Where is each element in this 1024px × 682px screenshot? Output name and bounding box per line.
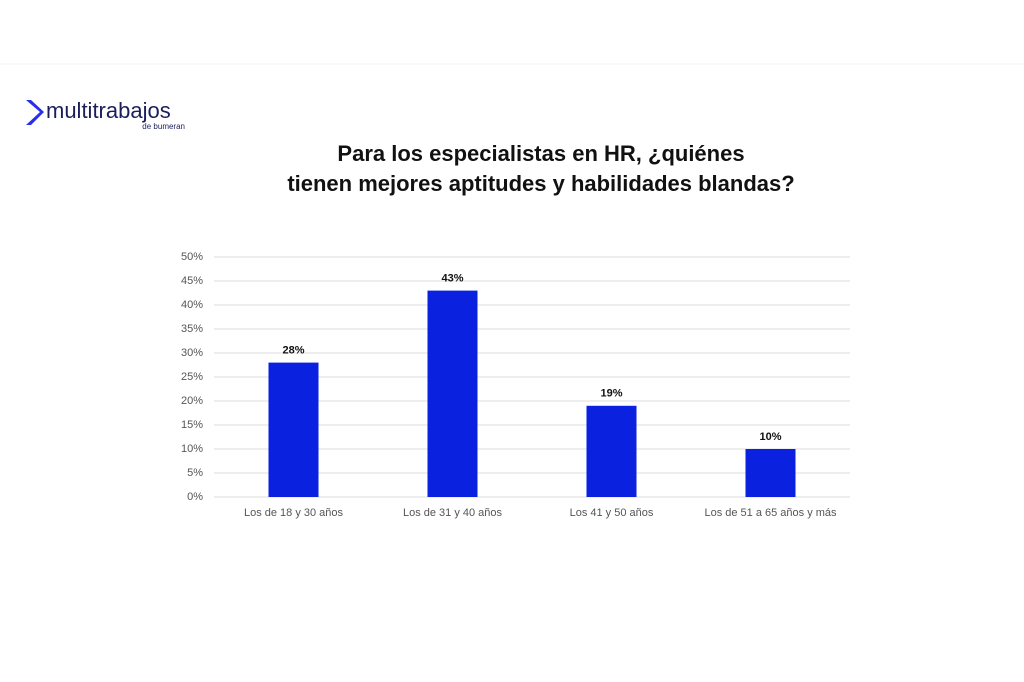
bar bbox=[268, 362, 319, 497]
value-label: 43% bbox=[441, 273, 463, 285]
logo: multitrabajos de bumeran bbox=[26, 98, 185, 131]
y-tick-label: 30% bbox=[181, 347, 203, 359]
y-tick-label: 15% bbox=[181, 419, 203, 431]
y-tick-label: 20% bbox=[181, 395, 203, 407]
value-label: 19% bbox=[600, 388, 622, 400]
value-label: 10% bbox=[759, 431, 781, 443]
bar bbox=[745, 449, 796, 497]
y-tick-label: 50% bbox=[181, 251, 203, 263]
y-tick-label: 10% bbox=[181, 443, 203, 455]
y-tick-label: 5% bbox=[187, 467, 203, 479]
bar bbox=[427, 290, 478, 497]
y-tick-label: 45% bbox=[181, 275, 203, 287]
logo-name: multitrabajos bbox=[46, 98, 171, 123]
chart-title: Para los especialistas en HR, ¿quiénes bbox=[337, 141, 744, 166]
x-tick-label: Los de 31 y 40 años bbox=[403, 507, 503, 519]
x-tick-label: Los de 51 a 65 años y más bbox=[704, 507, 837, 519]
y-tick-label: 25% bbox=[181, 371, 203, 383]
bar bbox=[586, 405, 637, 497]
logo-tagline: de bumeran bbox=[142, 122, 185, 131]
value-label: 28% bbox=[282, 345, 304, 357]
chart-title: tienen mejores aptitudes y habilidades b… bbox=[287, 171, 794, 196]
x-tick-label: Los 41 y 50 años bbox=[570, 507, 654, 519]
y-tick-label: 40% bbox=[181, 299, 203, 311]
y-tick-label: 0% bbox=[187, 491, 203, 503]
x-tick-label: Los de 18 y 30 años bbox=[244, 507, 344, 519]
y-tick-label: 35% bbox=[181, 323, 203, 335]
logo-icon bbox=[26, 100, 44, 125]
